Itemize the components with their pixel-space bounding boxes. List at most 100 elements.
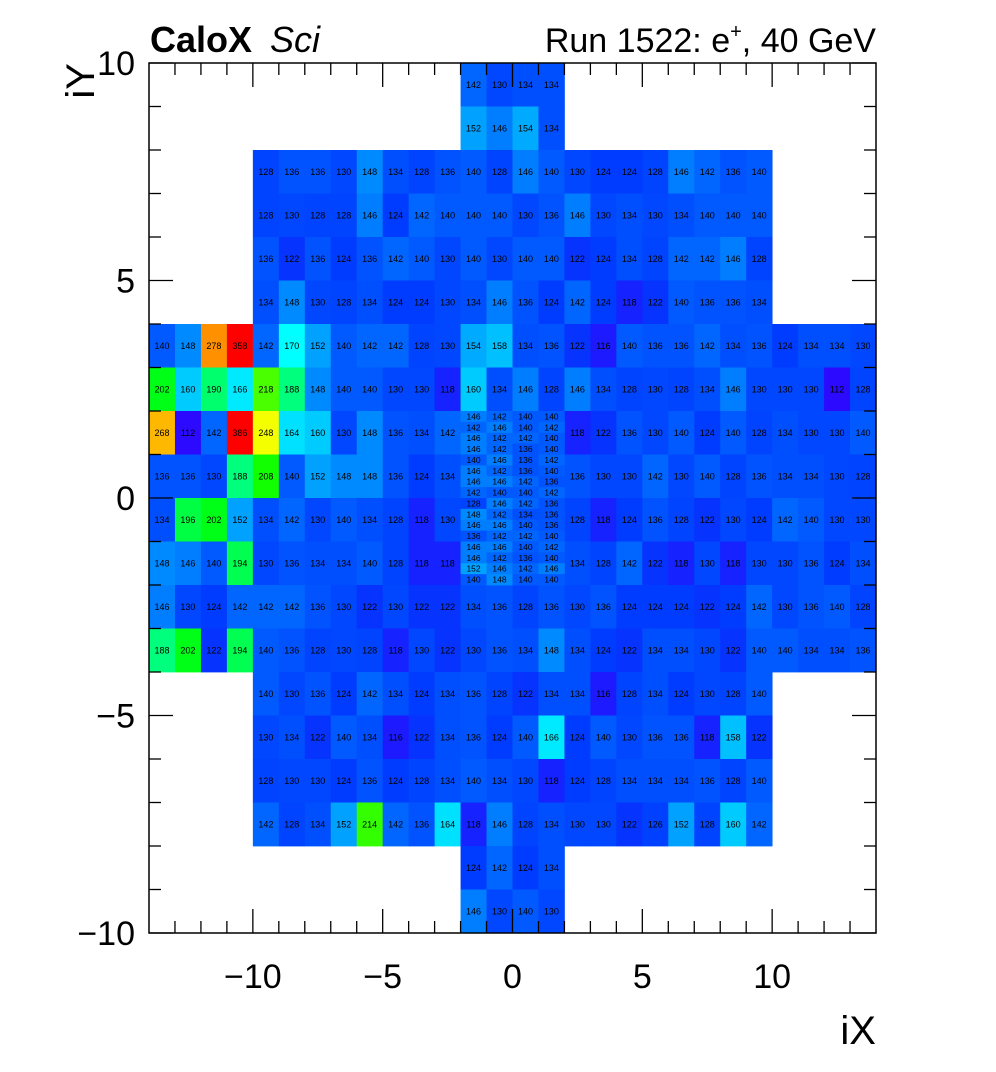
heatmap-cell — [434, 628, 461, 673]
heatmap-cell-label: 130 — [310, 515, 325, 525]
heatmap-cell — [642, 585, 669, 629]
heatmap-cell-label: 134 — [336, 558, 351, 568]
heatmap-cell-label: 134 — [388, 689, 403, 699]
heatmap-cell — [226, 411, 254, 455]
heatmap-fine-cell-label: 142 — [518, 531, 532, 541]
run-info: Run 1522: e+, 40 GeV — [545, 21, 876, 60]
heatmap-cell — [720, 280, 747, 325]
heatmap-fine-cell — [486, 541, 513, 553]
heatmap-cell — [330, 759, 358, 803]
heatmap-cell-label: 140 — [622, 341, 637, 351]
heatmap-cell — [850, 498, 877, 542]
heatmap-cell-label: 152 — [674, 819, 689, 829]
heatmap-fine-cell-label: 136 — [466, 531, 480, 541]
heatmap-cell-label: 196 — [180, 515, 195, 525]
heatmap-cell — [356, 541, 384, 586]
heatmap-cell — [772, 367, 799, 412]
heatmap-cell — [252, 802, 280, 847]
heatmap-cell — [174, 411, 202, 455]
heatmap-cell — [382, 237, 410, 281]
heatmap-cell-label: 142 — [388, 341, 403, 351]
heatmap-cell — [278, 193, 306, 238]
heatmap-cell — [434, 367, 461, 412]
heatmap-cell — [460, 759, 487, 803]
heatmap-cell-label: 158 — [726, 732, 741, 742]
heatmap-cell-label: 134 — [856, 558, 871, 568]
heatmap-cell-label: 136 — [648, 515, 663, 525]
heatmap-cell-label: 142 — [414, 210, 429, 220]
heatmap-cell-label: 128 — [362, 645, 377, 655]
y-axis-label: iY — [59, 63, 103, 99]
heatmap-cell-label: 146 — [466, 906, 481, 916]
heatmap-cell — [434, 324, 461, 368]
heatmap-fine-cell — [512, 443, 539, 455]
heatmap-cell — [798, 454, 825, 499]
heatmap-fine-cell — [460, 541, 487, 553]
heatmap-cell — [408, 193, 435, 238]
heatmap-cell-label: 130 — [492, 906, 507, 916]
heatmap-cell — [720, 585, 747, 629]
heatmap-cell-label: 116 — [388, 732, 402, 742]
heatmap-cell-label: 130 — [258, 732, 273, 742]
heatmap-cell-label: 130 — [570, 602, 585, 612]
heatmap-cell — [356, 324, 384, 368]
heatmap-cell — [538, 280, 565, 325]
heatmap-cell — [382, 150, 410, 194]
heatmap-fine-cell-label: 146 — [466, 553, 480, 563]
heatmap-cell — [694, 759, 721, 803]
heatmap-cell-label: 142 — [232, 602, 247, 612]
heatmap-cell-label: 160 — [310, 428, 325, 438]
heatmap-cell-label: 136 — [570, 471, 585, 481]
heatmap-cell — [460, 846, 487, 890]
heatmap-cell — [434, 280, 461, 325]
heatmap-cell — [694, 454, 721, 499]
heatmap-fine-cell-label: 142 — [492, 531, 506, 541]
heatmap-cell-label: 148 — [336, 471, 351, 481]
heatmap-cell-label: 130 — [830, 471, 845, 481]
heatmap-cell-label: 128 — [648, 254, 663, 264]
heatmap-cell — [538, 193, 565, 238]
heatmap-cell — [252, 237, 280, 281]
heatmap-fine-cell-label: 142 — [518, 564, 532, 574]
heatmap-cell-label: 128 — [700, 819, 715, 829]
heatmap-cell-label: 130 — [440, 254, 455, 264]
heatmap-cell-label: 140 — [726, 210, 741, 220]
heatmap-cell — [538, 846, 565, 890]
heatmap-cell — [590, 585, 617, 629]
heatmap-cell-label: 142 — [700, 254, 715, 264]
heatmap-cell — [720, 802, 747, 847]
heatmap-fine-cell — [486, 530, 513, 542]
heatmap-fine-cell-label: 146 — [466, 433, 480, 443]
heatmap-fine-cell — [512, 476, 539, 488]
heatmap-cell — [564, 367, 591, 412]
heatmap-cell — [642, 628, 669, 673]
heatmap-cell-label: 136 — [518, 297, 533, 307]
heatmap-cell-label: 142 — [388, 819, 403, 829]
heatmap-cell — [356, 802, 384, 847]
heatmap-cell — [174, 454, 202, 499]
heatmap-fine-cell-label: 142 — [518, 433, 532, 443]
heatmap-cell-label: 134 — [674, 210, 689, 220]
heatmap-cell — [746, 759, 773, 803]
heatmap-fine-cell-label: 136 — [518, 466, 532, 476]
heatmap-cell-label: 140 — [856, 428, 871, 438]
heatmap-cell-label: 128 — [492, 167, 507, 177]
heatmap-cell-label: 158 — [492, 341, 507, 351]
heatmap-fine-cell — [512, 465, 539, 477]
heatmap-cell — [850, 367, 877, 412]
heatmap-cell — [382, 628, 410, 673]
heatmap-cell — [460, 889, 487, 934]
heatmap-cell — [486, 715, 513, 760]
heatmap-cell-label: 140 — [518, 906, 533, 916]
heatmap-cell — [642, 498, 669, 542]
heatmap-fine-cell — [538, 432, 565, 445]
heatmap-cell-label: 140 — [752, 167, 767, 177]
heatmap-cell-label: 128 — [414, 341, 429, 351]
heatmap-cell-label: 128 — [570, 515, 585, 525]
heatmap-fine-cell-label: 142 — [544, 542, 558, 552]
heatmap-cell-label: 134 — [466, 297, 481, 307]
heatmap-cell — [304, 802, 332, 847]
heatmap-cell-label: 128 — [622, 689, 637, 699]
heatmap-cell-label: 122 — [622, 819, 637, 829]
heatmap-cell — [564, 715, 591, 760]
